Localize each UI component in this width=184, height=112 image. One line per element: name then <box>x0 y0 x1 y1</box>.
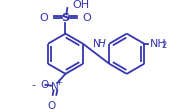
Text: +: + <box>56 79 63 87</box>
Text: OH: OH <box>72 0 89 10</box>
Text: O: O <box>83 13 92 23</box>
Text: N: N <box>51 82 58 92</box>
Text: O: O <box>48 101 56 111</box>
Text: N: N <box>93 39 101 49</box>
Text: O: O <box>39 13 48 23</box>
Text: 2: 2 <box>162 41 167 50</box>
Text: O: O <box>40 80 48 90</box>
Text: NH: NH <box>150 39 166 49</box>
Text: H: H <box>98 39 105 49</box>
Text: S: S <box>61 13 70 23</box>
Text: -: - <box>31 80 35 90</box>
